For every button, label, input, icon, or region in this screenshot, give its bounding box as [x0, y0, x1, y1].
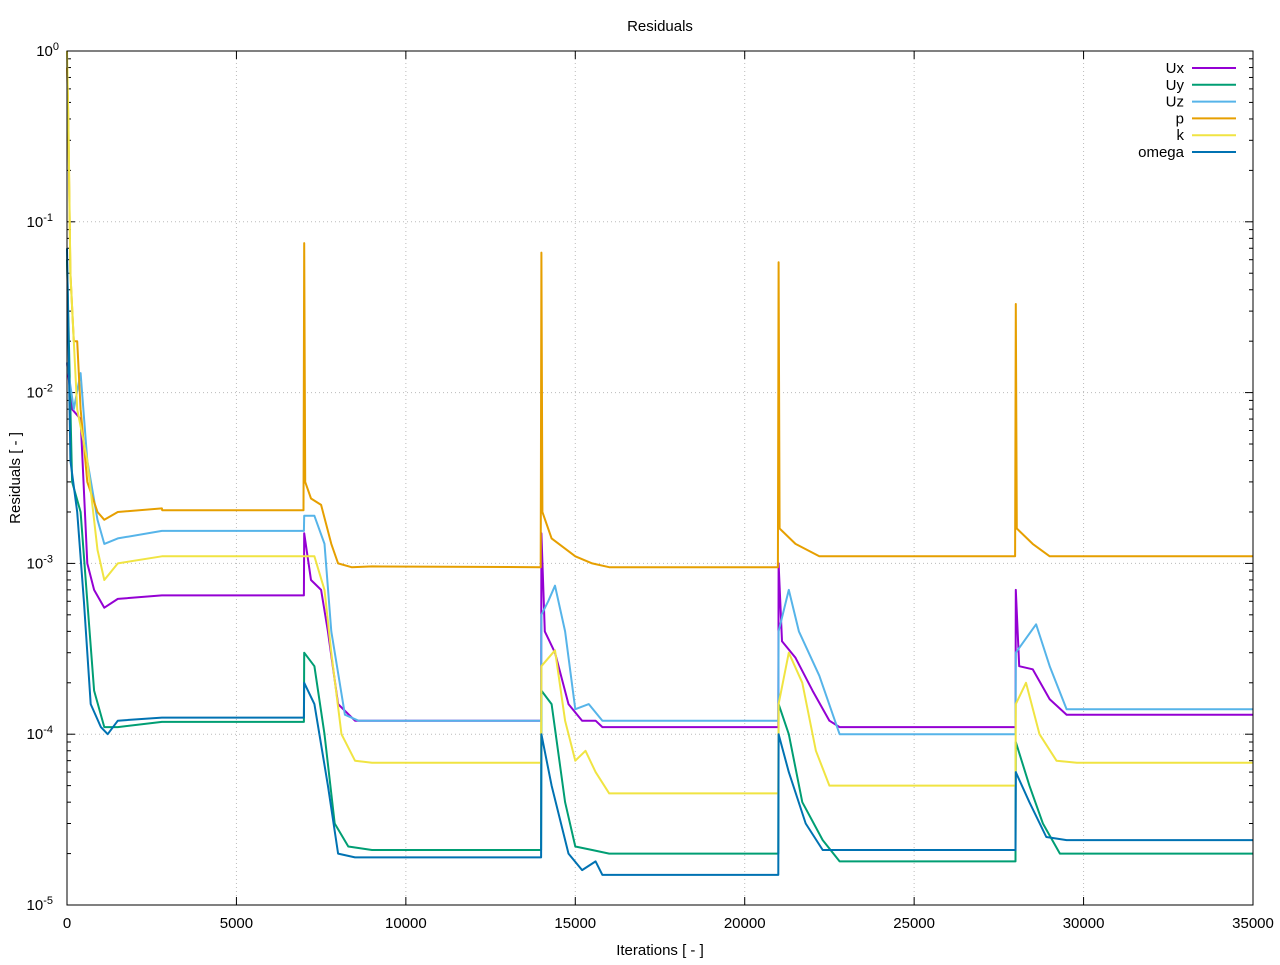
legend-label-k: k — [1177, 127, 1185, 144]
chart-title: Residuals — [627, 18, 693, 35]
x-tick-label: 25000 — [893, 915, 935, 932]
series-line-ux — [66, 362, 1253, 729]
x-tick-label: 5000 — [220, 915, 253, 932]
series-line-uy — [66, 259, 1253, 863]
x-axis-label: Iterations [ - ] — [616, 942, 704, 959]
series-line-uz — [66, 362, 1253, 736]
series-lines — [66, 50, 1253, 876]
y-tick-label: 10-1 — [27, 212, 53, 231]
ticks: 0 5000 10000 15000 20000 25000 30000 35000 100 10… — [27, 41, 1274, 932]
series-line-p — [66, 67, 1253, 569]
series-line-omega — [66, 248, 1253, 876]
legend-label-ux: Ux — [1166, 60, 1185, 77]
legend-label-omega: omega — [1138, 144, 1185, 161]
y-tick-label: 10-2 — [27, 383, 53, 402]
x-tick-label: 0 — [63, 915, 71, 932]
legend-label-uz: Uz — [1166, 94, 1184, 111]
series-line-k — [66, 50, 1253, 795]
y-axis-label: Residuals [ - ] — [7, 432, 24, 524]
legend-label-p: p — [1176, 110, 1184, 127]
y-tick-label: 100 — [36, 41, 59, 60]
plot-frame — [66, 50, 1254, 906]
x-tick-label: 30000 — [1063, 915, 1105, 932]
x-tick-label: 20000 — [724, 915, 766, 932]
grid — [67, 51, 1253, 905]
y-tick-label: 10-4 — [27, 724, 53, 743]
x-tick-label: 10000 — [385, 915, 427, 932]
legend-label-uy: Uy — [1166, 77, 1185, 94]
y-tick-label: 10-5 — [27, 895, 53, 914]
x-tick-label: 35000 — [1232, 915, 1274, 932]
x-tick-label: 15000 — [554, 915, 596, 932]
y-tick-label: 10-3 — [27, 553, 53, 572]
